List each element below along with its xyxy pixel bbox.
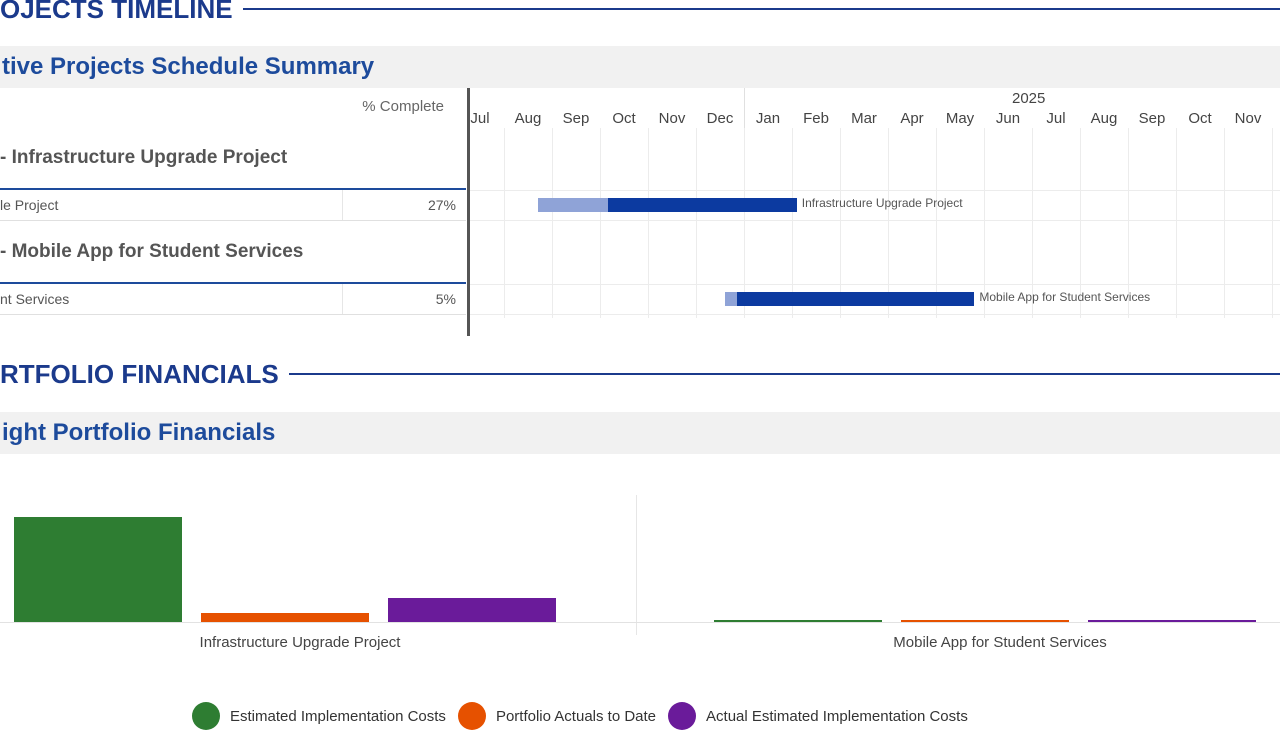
month-label: Nov: [658, 110, 686, 127]
gantt-bar[interactable]: [537, 198, 797, 212]
month-label: Aug: [514, 110, 542, 127]
month-gridline: [600, 128, 601, 318]
financials-heading-rule: [288, 373, 1280, 375]
month-gridline: [1272, 128, 1273, 318]
project-header-infrastructure[interactable]: - Infrastructure Upgrade Project: [0, 128, 466, 190]
gantt-timeline: 2025 Jul Aug Sep Oct Nov Dec Jan Feb Mar Apr May Ju…: [470, 88, 1280, 336]
month-label: Sep: [1138, 110, 1166, 127]
financial-bar[interactable]: [388, 598, 556, 622]
month-gridline: [1224, 128, 1225, 318]
financials-bar-chart: Estimated Implementation Costs Portfolio …: [0, 490, 1280, 730]
month-label: Feb: [803, 110, 829, 127]
gantt-bar-remaining: [607, 198, 797, 212]
month-gridline: [840, 128, 841, 318]
financials-section-heading: RTFOLIO FINANCIALS: [0, 359, 1280, 389]
financial-bar[interactable]: [901, 620, 1069, 622]
month-gridline: [984, 128, 985, 318]
gantt-bar[interactable]: [724, 292, 975, 306]
timeline-heading-text: OJECTS TIMELINE: [0, 0, 233, 24]
gantt-task-list: % Complete - Infrastructure Upgrade Proj…: [0, 88, 468, 336]
year-label: 2025: [1012, 90, 1046, 107]
legend-swatch: [192, 702, 220, 730]
row-gridline: [470, 220, 1280, 221]
month-label: May: [945, 110, 975, 127]
legend-swatch: [457, 702, 486, 730]
category-separator: [636, 495, 637, 635]
month-label: D: [1272, 110, 1280, 127]
financial-bar[interactable]: [1088, 620, 1256, 622]
row-gridline: [470, 314, 1280, 315]
financial-bar[interactable]: [14, 517, 182, 622]
financials-panel-title-text: ight Portfolio Financials: [2, 419, 276, 446]
gantt-bar-label: Mobile App for Student Services: [979, 290, 1151, 304]
year-boundary: [744, 88, 745, 128]
legend-swatch: [668, 702, 697, 730]
month-label: Jan: [755, 110, 781, 127]
month-label: Jul: [1046, 110, 1066, 127]
timeline-section-heading: OJECTS TIMELINE: [0, 0, 1280, 24]
month-gridline: [744, 128, 745, 318]
legend-label: Estimated Implementation Costs: [230, 707, 446, 725]
month-label: Oct: [1188, 110, 1212, 127]
financial-bar[interactable]: [201, 613, 369, 622]
task-name: le Project: [0, 197, 59, 213]
month-gridline: [504, 128, 505, 318]
gantt-splitter[interactable]: [467, 88, 470, 336]
column-separator: [342, 190, 343, 220]
month-gridline: [888, 128, 889, 318]
month-gridline: [936, 128, 937, 318]
gantt-bar-complete: [537, 198, 608, 212]
month-gridline: [552, 128, 553, 318]
financial-bar[interactable]: [714, 620, 882, 622]
task-percent: 5%: [435, 291, 456, 307]
month-label: Sep: [562, 110, 590, 127]
schedule-panel-title-text: tive Projects Schedule Summary: [2, 53, 375, 80]
month-gridline: [696, 128, 697, 318]
gantt-chart: % Complete - Infrastructure Upgrade Proj…: [0, 88, 1280, 336]
percent-complete-header: % Complete: [362, 98, 444, 115]
legend-label: Portfolio Actuals to Date: [495, 707, 657, 725]
x-axis-line: [0, 622, 1280, 623]
x-category-label: Mobile App for Student Services: [893, 634, 1107, 651]
task-row-infrastructure[interactable]: le Project 27%: [0, 190, 466, 221]
row-gridline: [470, 190, 1280, 191]
chart-legend: Estimated Implementation Costs Portfolio …: [192, 702, 980, 730]
timeline-heading-rule: [242, 8, 1280, 10]
column-separator: [342, 284, 343, 314]
gantt-bar-label: Infrastructure Upgrade Project: [801, 196, 963, 210]
month-gridline: [1032, 128, 1033, 318]
task-name: nt Services: [0, 291, 70, 307]
month-label: Mar: [851, 110, 877, 127]
legend-label: Actual Estimated Implementation Costs: [706, 707, 968, 725]
month-gridline: [1176, 128, 1177, 318]
month-label: Jul: [470, 110, 490, 127]
row-gridline: [470, 284, 1280, 285]
financials-heading-text: RTFOLIO FINANCIALS: [0, 358, 279, 389]
x-category-label: Infrastructure Upgrade Project: [199, 634, 401, 651]
project-header-mobile-app[interactable]: - Mobile App for Student Services: [0, 222, 466, 284]
legend-item[interactable]: Actual Estimated Implementation Costs: [668, 702, 968, 730]
month-gridline: [1080, 128, 1081, 318]
project-header-label: - Infrastructure Upgrade Project: [0, 147, 288, 168]
month-label: Dec: [706, 110, 734, 127]
legend-item[interactable]: Estimated Implementation Costs: [192, 702, 446, 730]
gantt-bar-complete: [724, 292, 738, 306]
month-label: Jun: [995, 110, 1021, 127]
month-label: Nov: [1234, 110, 1262, 127]
task-row-mobile-app[interactable]: nt Services 5%: [0, 284, 466, 315]
financials-panel-title: ight Portfolio Financials: [0, 412, 1280, 454]
month-label: Oct: [612, 110, 636, 127]
month-label: Apr: [900, 110, 924, 127]
legend-item[interactable]: Portfolio Actuals to Date: [457, 702, 657, 730]
gantt-bar-remaining: [737, 292, 975, 306]
month-label: Aug: [1090, 110, 1118, 127]
month-gridline: [648, 128, 649, 318]
project-header-label: - Mobile App for Student Services: [0, 241, 304, 262]
month-gridline: [1128, 128, 1129, 318]
schedule-panel-title: tive Projects Schedule Summary: [0, 46, 1280, 88]
task-percent: 27%: [427, 197, 456, 213]
month-gridline: [792, 128, 793, 318]
